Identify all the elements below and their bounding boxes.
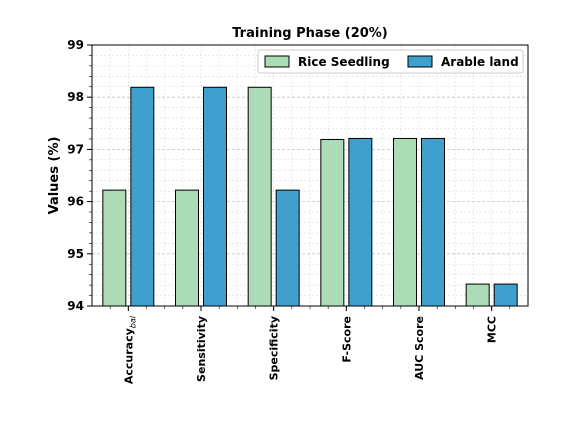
x-tick-label: Accuracybal: [122, 315, 137, 384]
legend-swatch: [264, 55, 290, 68]
legend-swatch: [407, 55, 433, 68]
bar-rice-seedling-4: [393, 137, 417, 307]
bar-arable-land-4: [421, 137, 445, 307]
axis-ticks: 94 95 96 97 98 99 Accuracybal Sensitivity Specif…: [67, 38, 511, 384]
y-tick-label: 94: [67, 299, 84, 313]
y-tick-label: 96: [67, 195, 84, 209]
y-tick-label: 98: [67, 90, 84, 104]
bar-arable-land-0: [130, 86, 155, 307]
y-tick-label: 97: [67, 142, 84, 156]
y-tick-label: 99: [67, 38, 84, 52]
bar-arable-land-1: [203, 86, 227, 307]
bar-arable-land-5: [493, 283, 518, 307]
x-tick-label: F-Score: [340, 316, 353, 363]
legend-label: Arable land: [441, 55, 519, 69]
x-tick-label: MCC: [486, 316, 499, 343]
x-tick-label: Sensitivity: [195, 316, 208, 382]
bar-rice-seedling-2: [247, 86, 272, 307]
legend: Rice Seedling Arable land: [257, 49, 524, 74]
bar-rice-seedling-3: [320, 138, 345, 307]
chart-title: Training Phase (20%): [232, 26, 388, 41]
bar-arable-land-3: [348, 137, 373, 307]
y-tick-label: 95: [67, 247, 84, 261]
x-tick-label: AUC Score: [413, 316, 426, 380]
legend-label: Rice Seedling: [298, 55, 390, 69]
y-axis-title: Values (%): [47, 137, 62, 215]
bar-rice-seedling-5: [465, 283, 490, 307]
bar-arable-land-2: [275, 189, 300, 307]
legend-box: [257, 49, 524, 74]
bar-rice-seedling-1: [175, 189, 199, 307]
bars: [102, 86, 518, 307]
x-tick-label: Specificity: [268, 316, 281, 380]
bar-rice-seedling-0: [102, 189, 127, 307]
